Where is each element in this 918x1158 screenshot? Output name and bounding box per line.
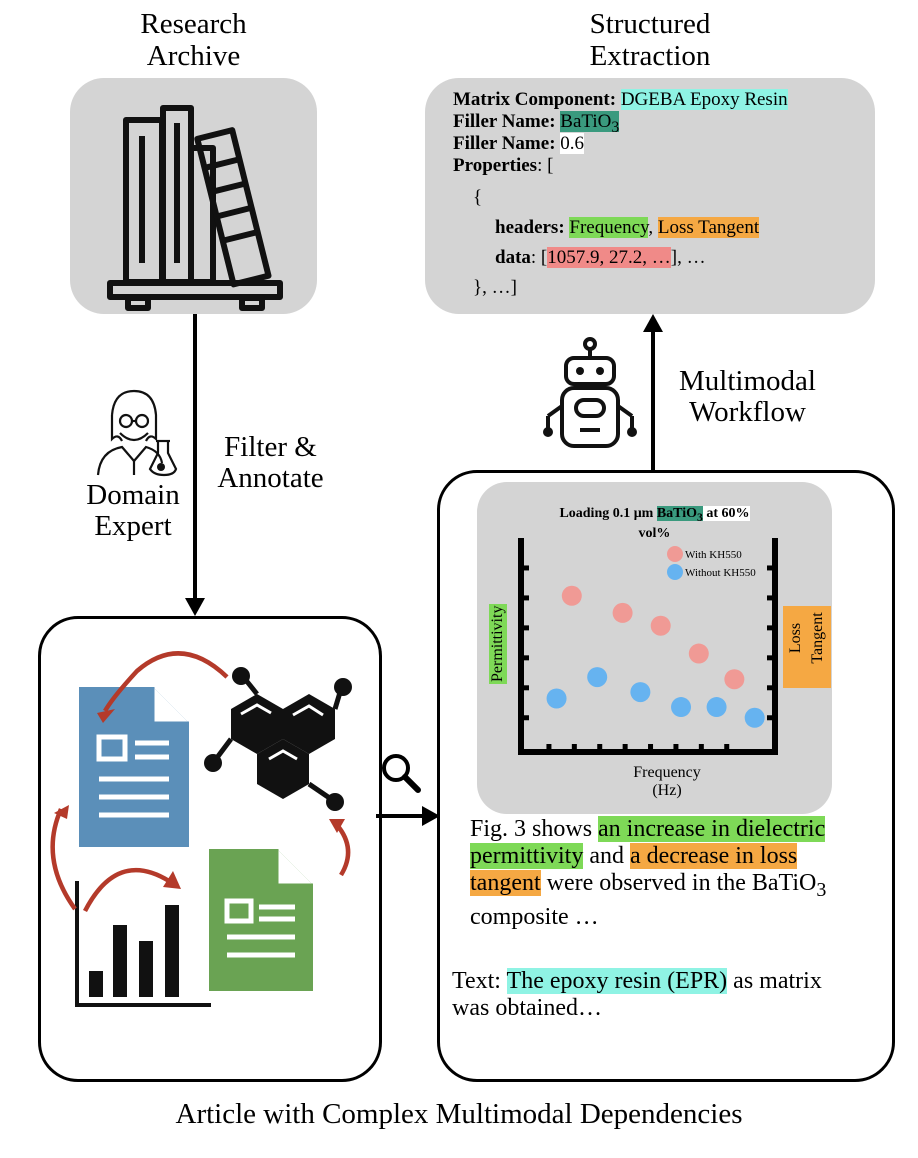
- matrix-text-rest: as matrix was obtained…: [452, 968, 822, 1021]
- workflow-arrow: [643, 314, 663, 472]
- data-line: data: [1057.9, 27.2, …], …: [495, 247, 706, 268]
- point-without-kh550: [630, 682, 651, 703]
- filler-value: BaTiO: [560, 111, 612, 132]
- fig-text-b: and: [583, 843, 630, 869]
- filler2-line: Filler Name: 0.6: [453, 133, 585, 154]
- chart-title: Loading 0.1 μm BaTiO3 at 60% vol%: [477, 506, 832, 542]
- chart-title-post: at 60%: [702, 506, 750, 521]
- fig-text-c: were observed in the BaTiO: [540, 870, 817, 896]
- brace-open: {: [473, 187, 483, 208]
- xlabel-line1: Frequency: [633, 764, 701, 781]
- header-frequency: Frequency: [569, 217, 649, 238]
- green-document-icon: [209, 849, 313, 991]
- bar-chart-icon: [75, 881, 211, 1007]
- properties-key: Properties: [453, 155, 538, 176]
- dependency-arrows: [50, 651, 351, 913]
- archive-title-line2: Archive: [146, 40, 241, 72]
- headers-key: headers: [495, 217, 559, 238]
- xlabel: Frequency (Hz): [577, 764, 757, 800]
- ylabel-left-box: Permittivity: [489, 578, 515, 690]
- archive-title: Research Archive: [70, 8, 317, 72]
- magnifier-icon: [382, 754, 410, 782]
- point-without-kh550: [546, 688, 567, 709]
- fig-text-sub: 3: [816, 878, 827, 901]
- data-tail: ], …: [670, 247, 706, 268]
- workflow-label-line2: Workflow: [689, 396, 806, 428]
- ylabel-left: Permittivity: [489, 603, 507, 684]
- expert-label-line1: Domain: [86, 479, 180, 511]
- extraction-panel: Matrix Component: DGEBA Epoxy Resin Fill…: [425, 78, 875, 314]
- chart-title-pre: Loading 0.1 μm: [559, 506, 657, 521]
- legend-label: Without KH550: [685, 567, 756, 579]
- point-with-kh550: [688, 643, 709, 664]
- matrix-text-label: Text:: [452, 968, 507, 994]
- matrix-key: Matrix Component: [453, 89, 610, 110]
- chart-title-hl: BaTiO: [656, 506, 698, 521]
- archive-title-line1: Research: [140, 8, 247, 40]
- ylabel-right-line1: Loss: [787, 622, 804, 654]
- workflow-label: Multimodal Workflow: [655, 366, 840, 428]
- filter-label-line2: Annotate: [217, 462, 324, 494]
- xlabel-line2: (Hz): [652, 782, 682, 799]
- article-contents: [50, 651, 352, 1007]
- archive-panel: [70, 78, 317, 314]
- chart-plot: With KH550 Without KH550: [518, 538, 778, 755]
- filler-key: Filler Name: [453, 111, 550, 132]
- workflow-label-line1: Multimodal: [679, 365, 816, 397]
- legend-marker: [667, 564, 683, 580]
- legend-label: With KH550: [685, 549, 742, 561]
- fig-text-d: composite …: [470, 903, 599, 930]
- inspect-arrow: [376, 754, 440, 826]
- figure-caption: Article with Complex Multimodal Dependen…: [175, 1098, 743, 1130]
- point-with-kh550: [724, 669, 745, 690]
- point-without-kh550: [671, 697, 692, 718]
- filler2-key: Filler Name: [453, 133, 550, 154]
- filler-value-sub: 3: [611, 118, 620, 136]
- expert-label: Domain Expert: [48, 480, 218, 542]
- bookshelf-icon: [107, 105, 283, 311]
- point-without-kh550: [587, 667, 608, 688]
- headers-line: headers: Frequency, Loss Tangent: [495, 217, 760, 238]
- point-with-kh550: [612, 602, 633, 623]
- filter-annotate-label: Filter & Annotate: [198, 432, 343, 494]
- chart-title-line2: vol%: [638, 525, 671, 541]
- legend-marker: [667, 546, 683, 562]
- scientist-icon: [96, 389, 178, 477]
- extraction-title: Structured Extraction: [500, 8, 800, 72]
- figure-caption-text: Fig. 3 shows an increase in dielectric p…: [470, 816, 850, 931]
- header-loss-tangent: Loss Tangent: [657, 217, 760, 238]
- extraction-title-line2: Extraction: [589, 40, 711, 72]
- extraction-title-line1: Structured: [589, 8, 711, 40]
- point-without-kh550: [744, 707, 765, 728]
- fig-text-a: Fig. 3 shows: [470, 816, 599, 842]
- filler-line: Filler Name: BaTiO3: [453, 111, 620, 136]
- chart-title-sub: 3: [697, 510, 703, 524]
- filter-arrow: [185, 314, 205, 616]
- point-with-kh550: [561, 585, 582, 606]
- blue-document-icon: [79, 687, 189, 847]
- robot-icon: [543, 337, 637, 448]
- ylabel-right-line2: Tangent: [809, 612, 826, 664]
- matrix-text: Text: The epoxy resin (EPR) as matrix wa…: [452, 968, 862, 1022]
- filler2-value: 0.6: [560, 133, 585, 154]
- chart-panel: Loading 0.1 μm BaTiO3 at 60% vol% With K…: [477, 482, 832, 814]
- expert-label-line2: Expert: [94, 510, 172, 542]
- filter-label-line1: Filter &: [224, 431, 317, 463]
- ylabel-right-box: Loss Tangent: [783, 606, 831, 688]
- data-key: data: [495, 247, 531, 268]
- properties-open: : [: [537, 155, 554, 176]
- brace-close: }, …]: [473, 277, 517, 298]
- molecule-icon: [204, 667, 352, 811]
- point-with-kh550: [650, 615, 671, 636]
- ylabel-right: Loss Tangent: [785, 608, 829, 668]
- matrix-line: Matrix Component: DGEBA Epoxy Resin: [453, 89, 788, 110]
- point-without-kh550: [706, 697, 727, 718]
- properties-line: Properties: [: [453, 154, 553, 177]
- data-value: 1057.9, 27.2, …: [547, 247, 671, 268]
- article-box: [38, 616, 382, 1082]
- matrix-value: DGEBA Epoxy Resin: [620, 89, 788, 110]
- matrix-text-hl: The epoxy resin (EPR): [506, 968, 728, 994]
